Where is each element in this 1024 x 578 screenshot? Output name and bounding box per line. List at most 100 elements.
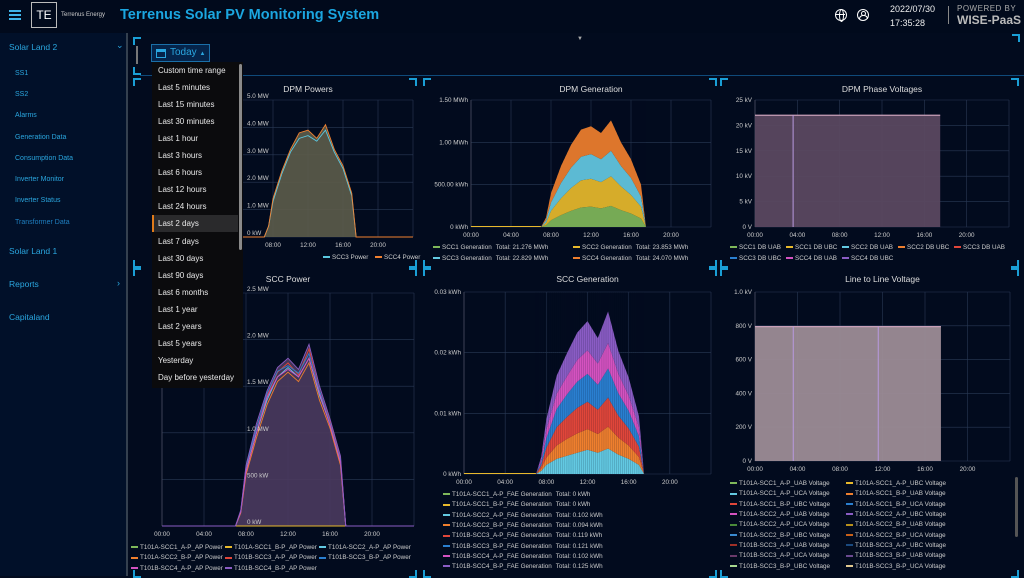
calendar-icon xyxy=(156,49,166,58)
chevron-right-icon[interactable]: › xyxy=(117,278,120,288)
legend-scrollbar[interactable] xyxy=(1015,477,1018,537)
legend-item[interactable]: T101A-SCC1_A-P_FAE Generation Total: 0 kW… xyxy=(443,491,590,498)
legend-item[interactable]: T101A-SCC1_A-P_UBC Voltage xyxy=(846,480,946,487)
sidebar-item-ss2[interactable]: SS2 xyxy=(15,91,29,98)
legend-item[interactable]: T101A-SCC1_A-P_UAB Voltage xyxy=(730,480,830,487)
legend-item[interactable]: T101B-SCC3_A-P_UAB Voltage xyxy=(730,542,830,549)
time-range-option[interactable]: Last 30 minutes xyxy=(158,117,215,127)
x-tick-label: 20:00 xyxy=(364,531,380,538)
legend-item[interactable]: SCC1 DB UBC xyxy=(786,244,837,251)
legend-item[interactable]: T101A-SCC2_A-P_AP Power xyxy=(319,544,411,551)
legend-item[interactable]: T101B-SCC4_B-P_AP Power xyxy=(225,565,317,572)
legend-item[interactable]: T101B-SCC4_B-P_FAE Generation Total: 0.12… xyxy=(443,563,603,570)
legend-item[interactable]: T101B-SCC3_B-P_UAB Voltage xyxy=(846,552,946,559)
chevron-down-icon[interactable]: ⌄ xyxy=(116,40,124,50)
time-range-option[interactable]: Last 6 months xyxy=(158,287,209,297)
user-icon[interactable] xyxy=(857,9,869,21)
legend-item[interactable]: SCC1 DB UAB xyxy=(730,244,781,251)
legend-item[interactable]: T101B-SCC3_B-P_FAE Generation Total: 0.12… xyxy=(443,543,603,550)
legend-total: Total: 22.829 MWh xyxy=(495,254,549,262)
time-range-button[interactable]: Today ▲ xyxy=(151,44,210,62)
legend-item[interactable]: SCC4 Generation Total: 24.070 MWh xyxy=(573,255,688,262)
time-range-option[interactable]: Last 1 year xyxy=(158,304,198,314)
legend-swatch xyxy=(842,246,849,249)
menu-icon[interactable] xyxy=(9,10,21,20)
legend-item[interactable]: SCC2 DB UAB xyxy=(842,244,893,251)
sidebar-item-solar-land-1[interactable]: Solar Land 1 xyxy=(9,246,58,256)
time-range-option[interactable]: Day before yesterday xyxy=(158,372,235,382)
sidebar-item-alarms[interactable]: Alarms xyxy=(15,112,37,119)
legend-item[interactable]: T101B-SCC4_A-P_AP Power xyxy=(131,565,223,572)
legend-item[interactable]: T101A-SCC1_A-P_AP Power xyxy=(131,544,223,551)
legend-item[interactable]: T101A-SCC2_A-P_UAB Voltage xyxy=(730,511,830,518)
globe-icon[interactable] xyxy=(835,9,847,22)
time-range-option[interactable]: Last 6 hours xyxy=(158,168,203,178)
legend-item[interactable]: T101A-SCC2_B-P_UAB Voltage xyxy=(846,521,946,528)
sidebar-item-inverter-monitor[interactable]: Inverter Monitor xyxy=(15,176,65,183)
caret-down-icon[interactable]: ▼ xyxy=(577,36,583,42)
time-range-option[interactable]: Last 2 years xyxy=(158,321,202,331)
legend-item[interactable]: T101A-SCC2_A-P_UBC Voltage xyxy=(846,511,946,518)
dropdown-scrollbar[interactable] xyxy=(239,64,242,250)
time-range-option[interactable]: Custom time range xyxy=(158,66,226,75)
time-range-option[interactable]: Last 30 days xyxy=(158,253,204,263)
legend-label: SCC4 Generation xyxy=(582,254,632,262)
sidebar-item-capitaland[interactable]: Capitaland xyxy=(9,312,50,322)
legend-item[interactable]: T101A-SCC1_B-P_UBC Voltage xyxy=(730,501,830,508)
legend-item[interactable]: SCC4 Power xyxy=(375,254,420,261)
legend-item[interactable]: T101A-SCC2_B-P_AP Power xyxy=(131,554,223,561)
time-range-option[interactable]: Last 5 minutes xyxy=(158,83,211,93)
legend-item[interactable]: SCC3 DB UBC xyxy=(730,255,781,262)
legend-item[interactable]: T101A-SCC2_A-P_UCA Voltage xyxy=(730,521,830,528)
legend-item[interactable]: SCC3 Generation Total: 22.829 MWh xyxy=(433,255,548,262)
legend-item[interactable]: T101B-SCC3_A-P_AP Power xyxy=(225,554,317,561)
time-range-option[interactable]: Yesterday xyxy=(158,355,194,365)
time-range-option[interactable]: Last 2 days xyxy=(152,215,238,233)
legend-item[interactable]: T101B-SCC3_B-P_UCA Voltage xyxy=(846,563,946,570)
toolbar-collapse-handle[interactable] xyxy=(136,46,138,64)
legend-item[interactable]: SCC2 DB UBC xyxy=(898,244,949,251)
legend-item[interactable]: T101A-SCC2_B-P_UBC Voltage xyxy=(730,532,830,539)
legend-item[interactable]: SCC4 DB UAB xyxy=(786,255,837,262)
legend-item[interactable]: SCC3 Power xyxy=(323,254,368,261)
legend-item[interactable]: T101A-SCC1_B-P_UAB Voltage xyxy=(846,490,946,497)
time-range-option[interactable]: Last 5 years xyxy=(158,338,202,348)
panel-line-to-line-voltage: 0 V 200 V 400 V 600 V 800 V 1.0 kV 00:00 04:00 0… xyxy=(720,268,1019,578)
time-range-option[interactable]: Last 12 hours xyxy=(158,185,207,195)
legend-item[interactable]: T101B-SCC3_A-P_UBC Voltage xyxy=(846,542,946,549)
legend-swatch xyxy=(846,534,853,537)
legend-item[interactable]: SCC3 DB UAB xyxy=(954,244,1005,251)
legend-item[interactable]: T101A-SCC1_A-P_UCA Voltage xyxy=(730,490,830,497)
sidebar-item-generation-data[interactable]: Generation Data xyxy=(15,134,67,141)
y-tick-label: 400 V xyxy=(736,390,753,397)
legend-item[interactable]: T101A-SCC2_B-P_UCA Voltage xyxy=(846,532,946,539)
sidebar-item-reports[interactable]: Reports xyxy=(9,279,39,289)
legend-item[interactable]: T101A-SCC1_B-P_UCA Voltage xyxy=(846,501,946,508)
legend-item[interactable]: SCC1 Generation Total: 21.276 MWh xyxy=(433,244,548,251)
legend-item[interactable]: T101A-SCC2_A-P_FAE Generation Total: 0.10… xyxy=(443,512,603,519)
legend-item[interactable]: T101B-SCC3_A-P_FAE Generation Total: 0.11… xyxy=(443,532,602,539)
time-range-option[interactable]: Last 90 days xyxy=(158,270,204,280)
legend-item[interactable]: SCC2 Generation Total: 23.853 MWh xyxy=(573,244,688,251)
time-range-option[interactable]: Last 1 hour xyxy=(158,134,199,144)
sidebar-item-solar-land-2[interactable]: Solar Land 2 xyxy=(9,42,58,52)
legend-label: T101B-SCC4_B-P_AP Power xyxy=(234,564,317,572)
legend-item[interactable]: T101B-SCC3_A-P_UCA Voltage xyxy=(730,552,830,559)
sidebar-item-ss1[interactable]: SS1 xyxy=(15,70,29,77)
time-range-option[interactable]: Last 3 hours xyxy=(158,151,203,161)
legend-item[interactable]: T101A-SCC1_B-P_FAE Generation Total: 0 kW… xyxy=(443,501,590,508)
sidebar-item-inverter-status[interactable]: Inverter Status xyxy=(15,197,61,204)
legend-item[interactable]: T101B-SCC3_B-P_AP Power xyxy=(319,554,411,561)
time-range-option[interactable]: Last 24 hours xyxy=(158,202,207,212)
corner-bracket xyxy=(1011,260,1019,268)
time-range-option[interactable]: Last 15 minutes xyxy=(158,100,215,110)
sidebar-item-transformer-data[interactable]: Transformer Data xyxy=(15,219,70,226)
time-range-option[interactable]: Last 7 days xyxy=(158,236,199,246)
legend-item[interactable]: SCC4 DB UBC xyxy=(842,255,893,262)
legend-item[interactable]: T101A-SCC1_B-P_AP Power xyxy=(225,544,317,551)
sidebar-item-consumption-data[interactable]: Consumption Data xyxy=(15,155,73,162)
sidebar-divider[interactable] xyxy=(126,33,128,576)
legend-item[interactable]: T101B-SCC4_A-P_FAE Generation Total: 0.10… xyxy=(443,553,603,560)
legend-item[interactable]: T101A-SCC2_B-P_FAE Generation Total: 0.09… xyxy=(443,522,603,529)
legend-item[interactable]: T101B-SCC3_B-P_UBC Voltage xyxy=(730,563,830,570)
